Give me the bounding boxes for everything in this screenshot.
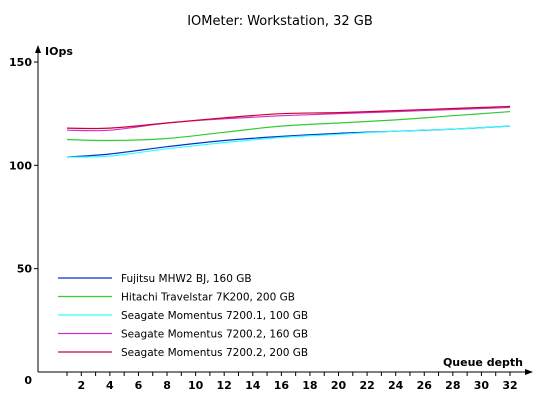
x-tick-label: 2 [77,379,85,392]
y-axis-label: IOps [45,45,73,58]
legend-label: Seagate Momentus 7200.2, 200 GB [121,347,308,359]
series-line-4 [66,106,511,132]
legend: Fujitsu MHW2 BJ, 160 GB Hitachi Travelsta… [58,273,308,359]
y-axis-arrow [35,45,41,53]
legend-label: Hitachi Travelstar 7K200, 200 GB [121,292,295,304]
x-tick-label: 22 [359,379,374,392]
y-tick-label: 150 [9,56,32,69]
x-tick-label: 32 [502,379,517,392]
x-axis-label: Queue depth [443,356,523,369]
y-tick-label: 100 [9,159,32,172]
legend-label: Seagate Momentus 7200.1, 100 GB [121,310,308,322]
axes [35,45,533,375]
y-tick-label: 0 [24,374,32,387]
x-tick-label: 16 [274,379,290,392]
y-tick-label: 50 [17,263,33,276]
x-tick-label: 28 [445,379,460,392]
x-tick-label: 12 [217,379,232,392]
x-tick-label: 4 [106,379,114,392]
x-tick-label: 10 [188,379,204,392]
x-tick-label: 24 [388,379,404,392]
x-tick-label: 18 [302,379,317,392]
chart-title: IOMeter: Workstation, 32 GB [187,14,373,29]
series-line-5 [66,105,511,130]
legend-label: Seagate Momentus 7200.2, 160 GB [121,329,308,341]
x-tick-label: 8 [163,379,171,392]
x-tick-label: 14 [245,379,261,392]
x-tick-label: 26 [417,379,433,392]
x-tick-label: 6 [135,379,143,392]
x-tick-label: 30 [474,379,490,392]
series-line-3 [66,125,511,158]
series-line-1 [66,125,511,158]
series-lines [66,105,511,158]
x-axis-arrow [525,369,533,375]
x-tick-label: 20 [331,379,347,392]
legend-label: Fujitsu MHW2 BJ, 160 GB [121,273,252,285]
series-line-2 [66,111,511,142]
